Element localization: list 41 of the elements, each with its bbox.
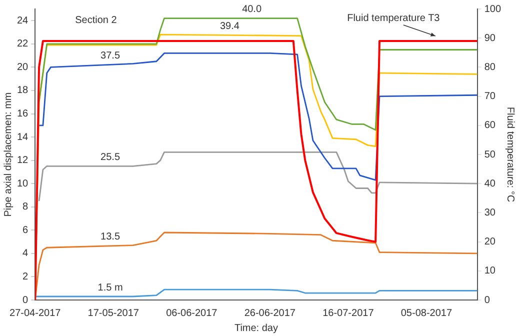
series-label: 39.4 <box>220 20 240 32</box>
x-tick-label: 17-05-2017 <box>88 308 140 319</box>
y2-tick-label: 40 <box>484 178 496 190</box>
y-tick-label: 10 <box>17 178 29 190</box>
series-label: 13.5 <box>100 232 120 243</box>
y-tick-label: 18 <box>17 85 29 96</box>
y2-tick-label: 10 <box>484 266 496 277</box>
y2-tick-label: 30 <box>484 207 496 218</box>
y2-tick-label: 50 <box>484 149 496 160</box>
y-axis-title: Pipe axial displacemen: mm <box>2 92 14 217</box>
y-tick-label: 2 <box>22 271 29 282</box>
y2-tick-label: 100 <box>484 4 502 15</box>
x-tick-label: 16-07-2017 <box>322 308 374 319</box>
series-label: 40.0 <box>242 4 262 16</box>
y-tick-label: 22 <box>17 38 29 50</box>
y2-axis-title: Fluid temperature: °C <box>504 106 516 202</box>
y2-tick-label: 0 <box>484 294 490 306</box>
annotation: Section 2 <box>75 14 118 26</box>
y-tick-label: 4 <box>22 248 29 260</box>
x-tick-label: 27-04-2017 <box>10 308 62 319</box>
y-tick-label: 12 <box>17 155 29 166</box>
y-tick-label: 16 <box>17 108 29 120</box>
x-tick-label: 26-06-2017 <box>244 308 296 319</box>
y2-tick-label: 70 <box>484 91 496 102</box>
y-tick-label: 24 <box>17 15 29 26</box>
series-label: 25.5 <box>100 152 120 163</box>
y-tick-label: 20 <box>17 62 29 73</box>
x-tick-label: 05-08-2017 <box>400 308 452 319</box>
series-label: 1.5 m <box>98 282 123 294</box>
y-tick-label: 8 <box>22 202 29 213</box>
x-axis-title: Time: day <box>234 322 278 334</box>
y-tick-label: 0 <box>22 294 29 306</box>
y2-tick-label: 90 <box>484 32 496 44</box>
y2-tick-label: 20 <box>484 236 496 248</box>
y-tick-label: 6 <box>22 224 29 236</box>
series-label: Fluid temperature T3 <box>347 12 440 24</box>
y-tick-label: 14 <box>17 132 29 143</box>
x-tick-label: 06-06-2017 <box>166 308 218 319</box>
y2-tick-label: 60 <box>484 120 496 132</box>
y2-tick-label: 80 <box>484 62 496 73</box>
series-label: 37.5 <box>100 50 120 62</box>
